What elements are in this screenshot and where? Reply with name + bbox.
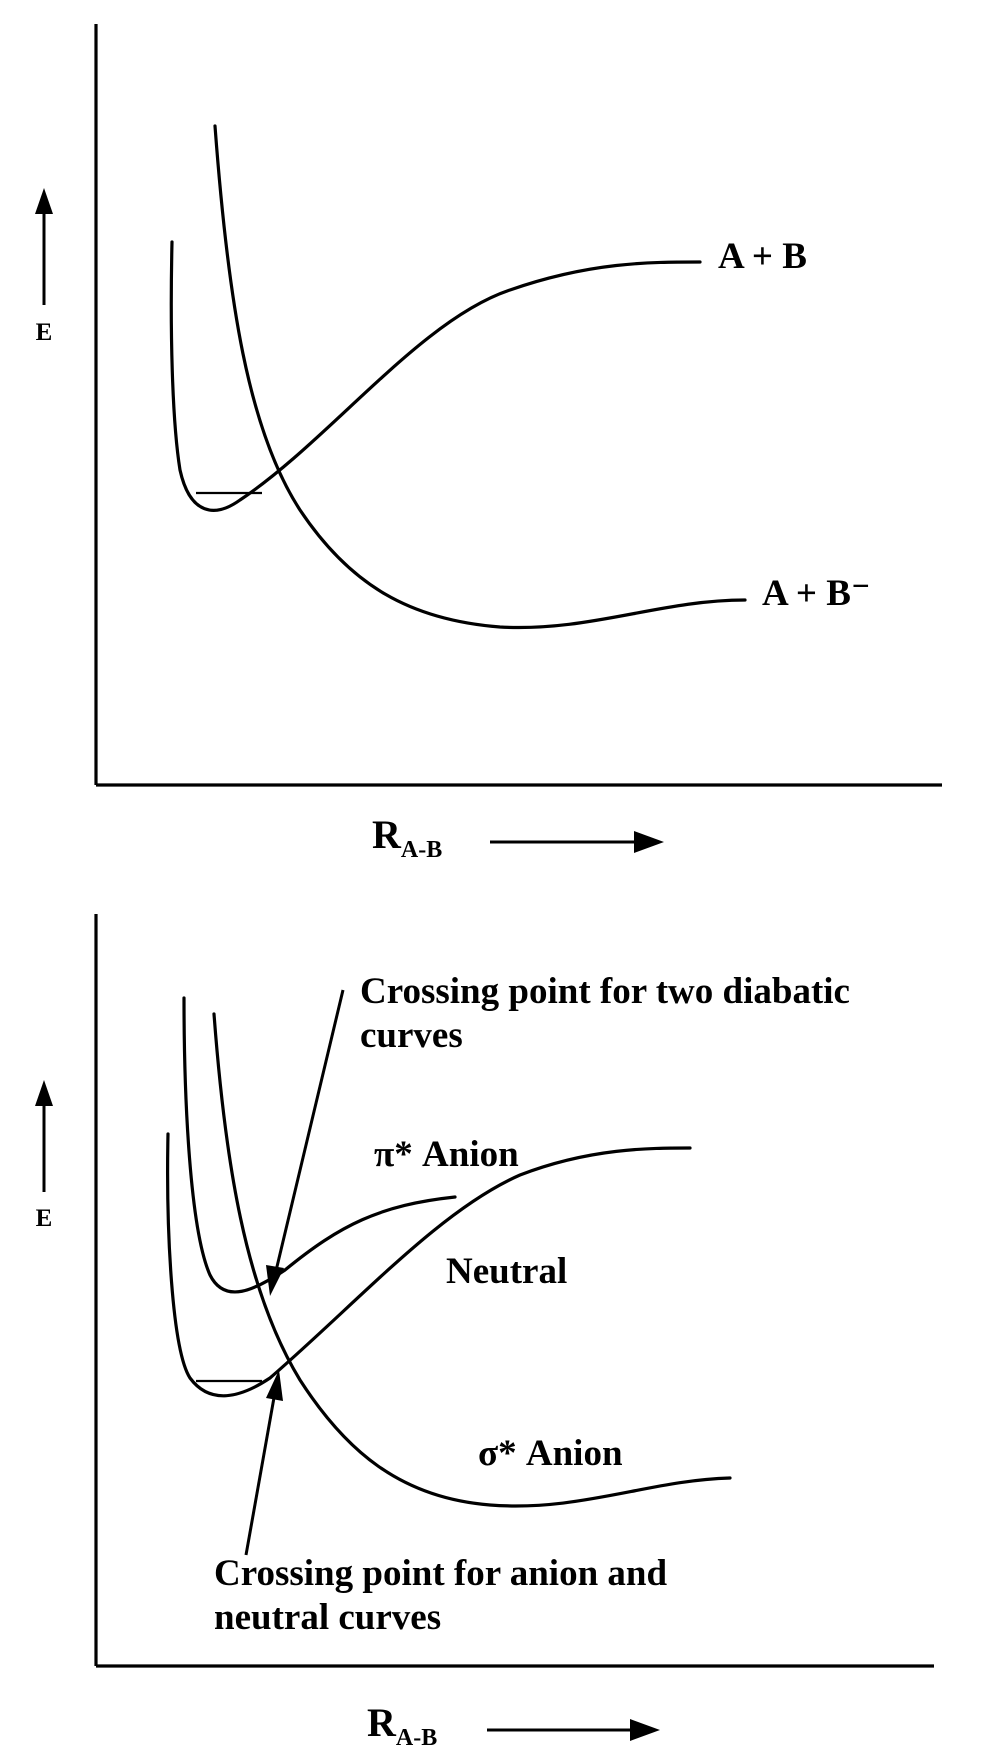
bottom-neutral-label: Neutral	[446, 1251, 567, 1292]
bottom-panel: E RA-B π* Anion Neutral σ* Anion Crossin…	[35, 914, 934, 1750]
top-energy-arrow-icon	[35, 188, 53, 305]
bottom-sigma-anion-curve	[212, 1012, 732, 1508]
top-neutral-curve	[169, 240, 702, 512]
bottom-energy-arrow-icon	[35, 1080, 53, 1192]
top-anion-label: A + B⁻	[762, 573, 870, 614]
top-energy-axis-label: E	[36, 319, 53, 346]
bottom-distance-axis-label: RA-B	[367, 1700, 437, 1750]
top-distance-arrow-icon	[490, 831, 664, 853]
bottom-pi-anion-label: π* Anion	[374, 1134, 519, 1175]
top-distance-axis-label: RA-B	[372, 812, 442, 863]
bottom-pi-anion-curve	[182, 996, 457, 1294]
bottom-sigma-anion-label: σ* Anion	[478, 1433, 623, 1474]
bottom-distance-arrow-icon	[487, 1719, 660, 1741]
top-panel: E RA-B A + B A + B⁻	[35, 24, 942, 863]
bottom-energy-axis-label: E	[36, 1205, 53, 1232]
top-neutral-label: A + B	[718, 236, 807, 277]
anion-neutral-crossing-pointer-arrow-icon	[244, 1370, 283, 1556]
top-anion-curve	[213, 124, 747, 630]
anion-neutral-crossing-annotation: Crossing point for anion and neutral cur…	[214, 1553, 676, 1638]
diabatic-crossing-annotation: Crossing point for two diabatic curves	[360, 971, 859, 1056]
bottom-neutral-curve	[166, 1132, 692, 1398]
diabatic-crossing-pointer-arrow-icon	[266, 989, 345, 1296]
